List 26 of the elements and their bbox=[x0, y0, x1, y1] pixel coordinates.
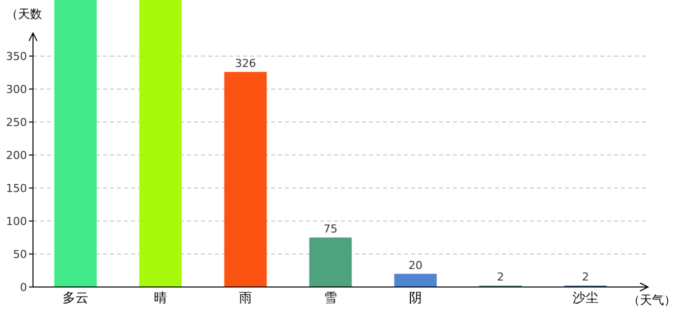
x-tick-label: 阴 bbox=[409, 291, 422, 306]
x-axis-title: （天气） bbox=[628, 293, 676, 307]
x-tick-label: 雨 bbox=[239, 291, 252, 306]
y-tick-label: 50 bbox=[13, 248, 27, 262]
data-label: 20 bbox=[408, 258, 422, 272]
bar bbox=[139, 0, 182, 287]
data-label: 2 bbox=[497, 270, 504, 284]
data-label: 75 bbox=[324, 222, 338, 236]
bar bbox=[54, 0, 97, 287]
bar bbox=[224, 72, 267, 287]
y-tick-label: 250 bbox=[6, 116, 27, 130]
data-label: 2 bbox=[582, 270, 589, 284]
x-tick-label: 晴 bbox=[154, 291, 167, 306]
data-label: 326 bbox=[235, 56, 256, 70]
y-tick-label: 300 bbox=[6, 83, 27, 96]
x-tick-label: 沙尘 bbox=[572, 291, 598, 306]
y-tick-label: 350 bbox=[6, 50, 27, 64]
x-tick-label: 雪 bbox=[324, 291, 337, 306]
y-tick-label: 0 bbox=[20, 281, 27, 294]
x-tick-label: 多云 bbox=[62, 291, 88, 306]
y-tick-label: 150 bbox=[6, 182, 27, 196]
y-tick-label: 100 bbox=[6, 215, 27, 228]
y-axis-title: （天数 bbox=[6, 7, 42, 21]
bar bbox=[394, 274, 437, 287]
y-tick-label: 200 bbox=[6, 149, 27, 162]
bar bbox=[309, 238, 352, 287]
